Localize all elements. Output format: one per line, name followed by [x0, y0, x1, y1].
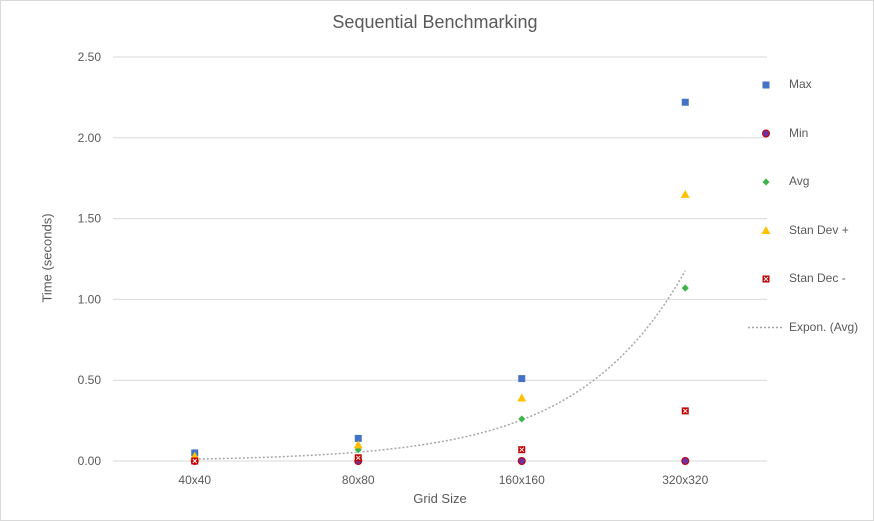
legend-label-avg: Avg — [789, 174, 810, 188]
y-tick-label: 2.50 — [78, 50, 102, 64]
x-tick-label: 80x80 — [342, 473, 375, 487]
point-stan-dec-x — [355, 455, 361, 461]
point-avg — [517, 414, 527, 424]
legend-marker-max — [762, 81, 770, 89]
point-min — [517, 457, 526, 465]
legend-label-stan-dev: Stan Dev + — [789, 222, 849, 237]
legend-label-max: Max — [789, 77, 812, 91]
y-tick-label: 2.00 — [78, 131, 102, 145]
point-stan-dev — [680, 189, 690, 198]
point-stan-dev — [353, 440, 363, 449]
point-min — [681, 457, 690, 465]
legend-marker-avg — [761, 177, 771, 187]
chart-title: Sequential Benchmarking — [332, 12, 538, 32]
point-max — [354, 434, 362, 442]
point-stan-dec-x — [192, 458, 198, 464]
point-stan-dec-x — [682, 408, 688, 414]
trendline-expon-avg — [194, 270, 686, 460]
point-max — [518, 375, 526, 383]
x-tick-label: 40x40 — [178, 473, 211, 487]
point-avg — [680, 283, 690, 293]
y-tick-label: 0.00 — [78, 454, 102, 468]
legend-marker-min — [762, 129, 770, 138]
point-stan-dec-x — [519, 447, 525, 453]
point-stan-dev — [517, 393, 527, 402]
point-max — [681, 98, 689, 106]
x-tick-label: 320x320 — [662, 473, 708, 487]
legend-label-min: Min — [789, 125, 809, 140]
y-tick-label: 0.50 — [78, 373, 102, 387]
x-axis-label: Grid Size — [413, 491, 467, 506]
legend-label-expon-avg: Expon. (Avg) — [789, 319, 859, 334]
y-axis-label: Time (seconds) — [39, 213, 55, 303]
legend-label-stan-dec: Stan Dec - — [789, 271, 846, 285]
x-tick-label: 160x160 — [499, 473, 545, 487]
y-tick-label: 1.00 — [78, 292, 102, 306]
y-tick-label: 1.50 — [78, 212, 102, 226]
legend-marker-stan-dec-x — [763, 276, 769, 282]
legend-marker-stan-dev — [761, 226, 771, 234]
